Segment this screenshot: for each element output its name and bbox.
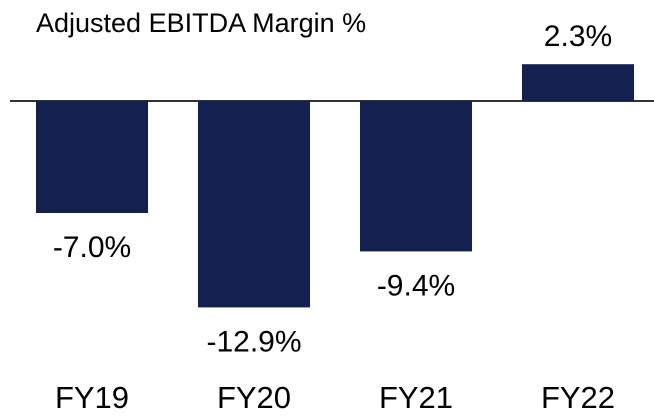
x-tick-label: FY19 bbox=[55, 380, 129, 415]
value-label: -12.9% bbox=[206, 325, 301, 358]
bar bbox=[522, 64, 634, 101]
bar bbox=[36, 101, 148, 213]
x-tick-label: FY22 bbox=[541, 380, 615, 415]
value-label: -7.0% bbox=[53, 231, 131, 264]
x-tick-label: FY20 bbox=[217, 380, 291, 415]
bar bbox=[360, 101, 472, 252]
bar bbox=[198, 101, 310, 308]
x-tick-label: FY21 bbox=[379, 380, 453, 415]
value-label: 2.3% bbox=[544, 20, 612, 53]
chart-title: Adjusted EBITDA Margin % bbox=[36, 8, 366, 38]
value-label: -9.4% bbox=[377, 269, 455, 302]
